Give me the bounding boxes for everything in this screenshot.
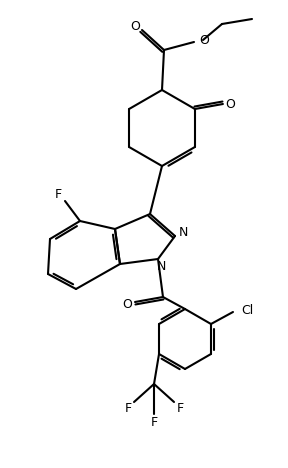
Text: F: F xyxy=(177,402,183,415)
Text: O: O xyxy=(130,20,140,32)
Text: Cl: Cl xyxy=(241,304,253,316)
Text: O: O xyxy=(122,298,132,310)
Text: F: F xyxy=(150,416,158,429)
Text: F: F xyxy=(54,188,62,200)
Text: O: O xyxy=(225,97,235,110)
Text: N: N xyxy=(178,227,188,240)
Text: F: F xyxy=(124,402,132,415)
Text: N: N xyxy=(156,261,166,273)
Text: O: O xyxy=(199,34,209,46)
